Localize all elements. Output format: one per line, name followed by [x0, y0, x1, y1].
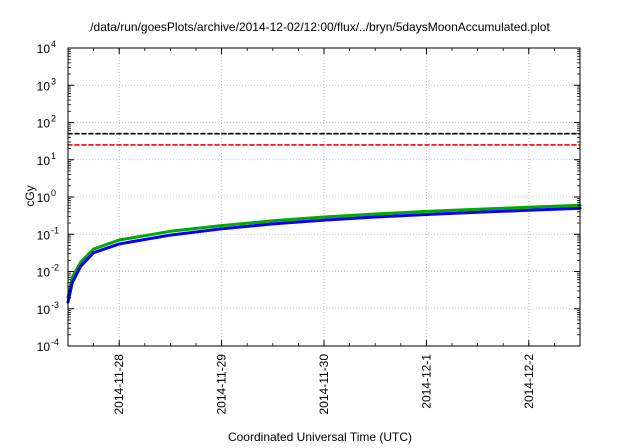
- y-tick-label: 10: [37, 228, 51, 242]
- x-tick-labels: 2014-11-28 2014-11-29 2014-11-30 2014-12-1 2…: [112, 354, 536, 415]
- y-tick-label: 10: [37, 117, 51, 131]
- y-tick-label: 10: [37, 79, 51, 93]
- y-tick-exponent: 2: [51, 114, 56, 124]
- y-tick-exponent: -1: [51, 225, 59, 235]
- grid-lines: [68, 48, 580, 346]
- x-tick-label: 2014-11-29: [215, 354, 229, 415]
- y-tick-label: 10: [37, 266, 51, 280]
- y-tick-label: 10: [37, 42, 51, 56]
- y-tick-exponent: -3: [51, 300, 59, 310]
- x-tick-label: 2014-12-2: [522, 354, 536, 409]
- axis-ticks: [67, 47, 581, 347]
- y-tick-label: 10: [37, 340, 51, 354]
- y-tick-label: 10: [37, 303, 51, 317]
- y-tick-exponent: -2: [51, 263, 59, 273]
- y-tick-exponent: 0: [51, 188, 56, 198]
- y-tick-exponent: -4: [51, 337, 59, 347]
- series-lines: [66, 132, 582, 304]
- x-tick-label: 2014-11-28: [112, 354, 126, 415]
- y-tick-exponent: 3: [51, 76, 56, 86]
- x-axis-label: Coordinated Universal Time (UTC): [227, 430, 413, 444]
- series-line-4: [66, 206, 582, 304]
- y-tick-label: 10: [37, 191, 51, 205]
- y-tick-exponent: 1: [51, 151, 56, 161]
- series-line-3: [66, 203, 582, 300]
- chart-title: /data/run/goesPlots/archive/2014-12-02/1…: [90, 20, 550, 34]
- y-tick-exponent: 4: [51, 39, 56, 49]
- x-tick-label: 2014-11-30: [317, 354, 331, 415]
- x-tick-label: 2014-12-1: [419, 354, 433, 409]
- y-tick-label: 10: [37, 154, 51, 168]
